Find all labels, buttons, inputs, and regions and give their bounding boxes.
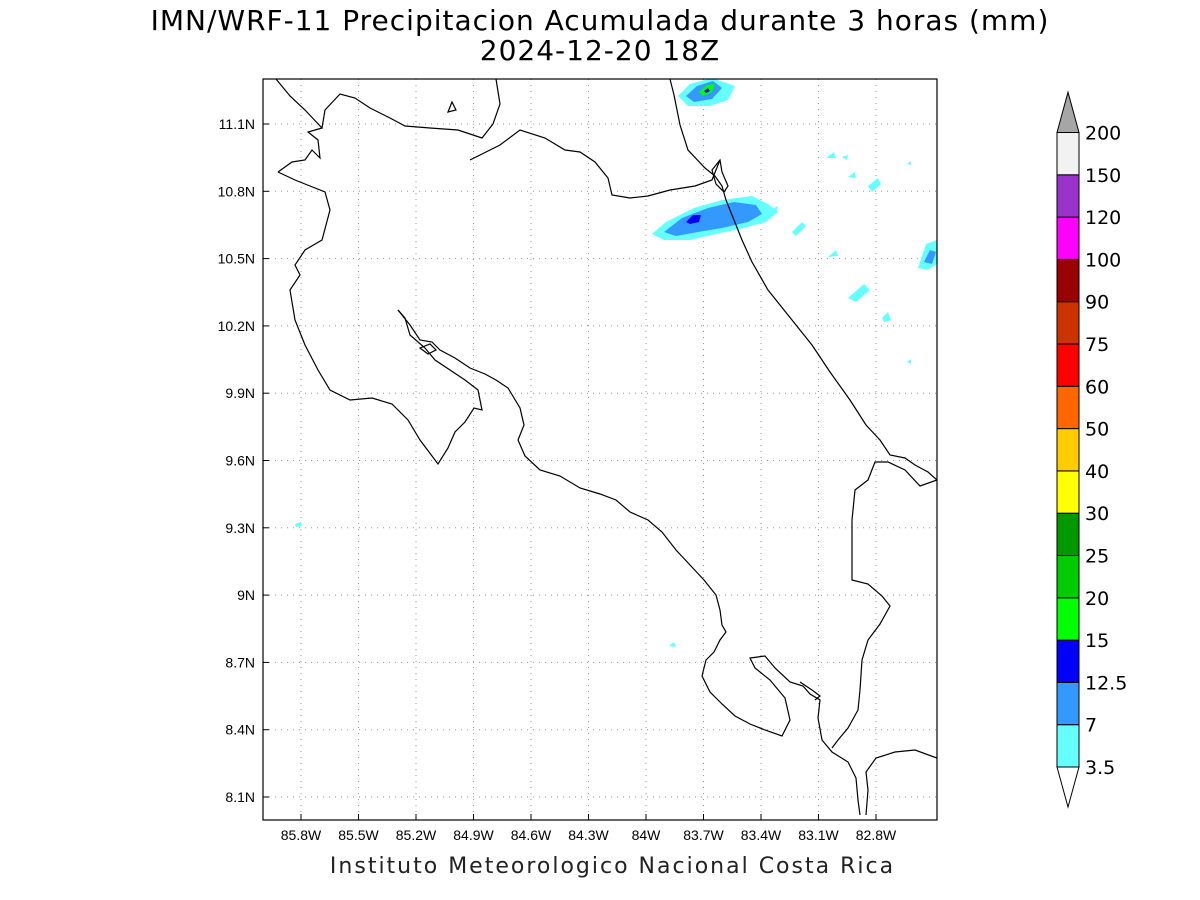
colorbar-swatch [1056, 385, 1080, 430]
lon-tick-label: 84W [632, 827, 662, 843]
lat-tick-label: 8.4N [225, 722, 255, 738]
precip-speck [907, 161, 911, 165]
precip-speck [924, 250, 936, 264]
nicoya-gulf-coast [397, 309, 861, 816]
lat-tick-label: 8.7N [225, 654, 255, 670]
lon-tick-label: 83.4W [741, 827, 782, 843]
precip-band-caribbean-medium [664, 202, 762, 236]
colorbar-swatch [1056, 597, 1080, 641]
lat-tick-label: 11.1N [219, 116, 255, 132]
lat-tick-label: 8.1N [225, 789, 255, 805]
colorbar-label: 90 [1085, 292, 1109, 314]
lat-tick-label: 9.6N [225, 453, 255, 469]
colorbar-swatch [1056, 512, 1080, 557]
colorbar-label: 20 [1085, 588, 1109, 610]
colorbar-swatch [1056, 343, 1080, 387]
colorbar-lower-triangle [1056, 766, 1080, 809]
lat-tick-label: 9N [237, 587, 255, 603]
lon-tick-label: 85.5W [338, 827, 379, 843]
chart-title: IMN/WRF-11 Precipitacion Acumulada duran… [150, 4, 1050, 37]
lon-tick-label: 83.1W [798, 827, 839, 843]
colorbar-label: 200 [1085, 123, 1121, 145]
colorbar-swatch [1056, 555, 1080, 599]
panama-border [831, 461, 937, 749]
colorbar-label: 150 [1085, 165, 1121, 187]
colorbar-label: 30 [1085, 503, 1109, 525]
colorbar-legend: 3.5 7 12.5 15 20 25 30 40 50 60 75 90 100 120 150 200 [1056, 90, 1127, 809]
lat-tick-label: 10.5N [218, 251, 255, 267]
colorbar-swatch [1056, 132, 1080, 176]
precip-speck [868, 178, 881, 192]
colorbar-swatch [1056, 301, 1080, 345]
lon-tick-label: 83.7W [683, 827, 724, 843]
precip-speck [295, 522, 302, 527]
nicaragua-lake-coast [275, 79, 501, 139]
precip-speck [848, 284, 870, 302]
precip-band-caribbean-heavy [686, 215, 701, 224]
longitude-axis: 85.8W 85.5W 85.2W 84.9W 84.6W 84.3W 84W 83.7W 83… [281, 814, 897, 843]
colorbar-label: 50 [1085, 419, 1109, 441]
colorbar-swatch [1056, 258, 1080, 303]
lon-tick-label: 82.8W [856, 827, 897, 843]
osa-peninsula [799, 681, 821, 701]
grid-lines [263, 79, 937, 820]
coastlines [275, 79, 937, 816]
lon-tick-label: 84.9W [453, 827, 494, 843]
precip-speck [669, 642, 676, 647]
colorbar-upper-triangle [1056, 90, 1080, 133]
colorbar-swatch [1056, 724, 1080, 768]
colorbar-label: 100 [1085, 249, 1121, 271]
colorbar-swatch [1056, 639, 1080, 683]
colorbar-swatch [1056, 174, 1080, 218]
nicaragua-island [447, 100, 457, 113]
colorbar-label: 25 [1085, 546, 1109, 568]
footer-credit: Instituto Meteorologico Nacional Costa R… [329, 854, 896, 879]
lat-tick-label: 10.8N [218, 183, 255, 199]
colorbar-label: 120 [1085, 207, 1121, 229]
lon-tick-label: 85.2W [396, 827, 437, 843]
colorbar-swatch [1056, 470, 1080, 514]
precip-speck [770, 206, 778, 214]
colorbar-label: 15 [1085, 630, 1109, 652]
colorbar-label: 75 [1085, 334, 1109, 356]
colorbar-swatch [1056, 681, 1080, 726]
precip-patch-north-core [704, 88, 710, 93]
precip-speck [792, 222, 806, 236]
precip-speck [828, 250, 838, 257]
precip-speck [848, 172, 856, 178]
caribbean-coast [669, 79, 937, 481]
colorbar-label: 3.5 [1085, 757, 1115, 779]
lon-tick-label: 85.8W [281, 827, 322, 843]
colorbar-label: 60 [1085, 376, 1109, 398]
latitude-axis: 11.1N 10.8N 10.5N 10.2N 9.9N 9.6N 9.3N 9N 8.7N 8.… [218, 116, 269, 805]
precip-speck [882, 312, 891, 322]
chart-date: 2024-12-20 18Z [479, 34, 721, 67]
lat-tick-label: 10.2N [218, 318, 255, 334]
isla-del-coco-island [418, 343, 438, 355]
colorbar-label: 40 [1085, 461, 1109, 483]
precipitation-areas [295, 79, 937, 647]
lat-tick-label: 9.9N [225, 385, 255, 401]
pacific-coast-guanacaste [277, 171, 483, 466]
lon-tick-label: 84.6W [511, 827, 552, 843]
chiriqui-coast [865, 749, 937, 816]
colorbar-label: 7 [1085, 715, 1097, 737]
caribbean-lagoon [711, 158, 729, 193]
precip-speck [842, 155, 848, 160]
precip-speck [907, 359, 911, 364]
colorbar-swatch [1056, 216, 1080, 260]
lat-tick-label: 9.3N [225, 520, 255, 536]
precip-speck [826, 152, 836, 158]
colorbar-label: 12.5 [1085, 672, 1127, 694]
map-frame [262, 78, 938, 821]
nicaragua-border [277, 127, 721, 199]
lon-tick-label: 84.3W [568, 827, 609, 843]
colorbar-swatch [1056, 428, 1080, 472]
